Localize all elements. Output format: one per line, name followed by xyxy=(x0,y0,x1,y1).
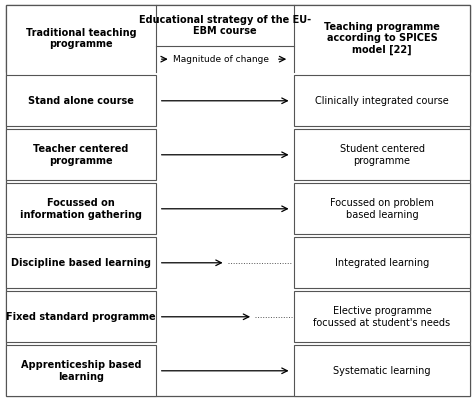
Bar xyxy=(294,292,470,342)
Text: Teaching programme
according to SPICES
model [22]: Teaching programme according to SPICES m… xyxy=(324,22,440,55)
Bar xyxy=(294,345,470,396)
Text: Teacher centered
programme: Teacher centered programme xyxy=(33,144,129,166)
Bar xyxy=(6,345,156,396)
Text: Focussed on
information gathering: Focussed on information gathering xyxy=(20,198,142,220)
Bar xyxy=(294,183,470,234)
Text: Magnitude of change: Magnitude of change xyxy=(173,55,269,64)
Text: Clinically integrated course: Clinically integrated course xyxy=(315,96,449,106)
Bar xyxy=(6,183,156,234)
Text: Student centered
programme: Student centered programme xyxy=(339,144,425,166)
Text: Stand alone course: Stand alone course xyxy=(28,96,134,106)
Text: Elective programme
focussed at student's needs: Elective programme focussed at student's… xyxy=(313,306,451,328)
Text: Apprenticeship based
learning: Apprenticeship based learning xyxy=(21,360,141,382)
Bar xyxy=(294,75,470,126)
Text: Discipline based learning: Discipline based learning xyxy=(11,258,151,268)
Text: Integrated learning: Integrated learning xyxy=(335,258,429,268)
Text: Fixed standard programme: Fixed standard programme xyxy=(6,312,156,322)
Bar xyxy=(6,5,470,72)
Bar xyxy=(6,130,156,180)
Text: Focussed on problem
based learning: Focussed on problem based learning xyxy=(330,198,434,220)
Bar xyxy=(6,237,156,288)
Text: Systematic learning: Systematic learning xyxy=(333,366,431,376)
Bar xyxy=(294,130,470,180)
Text: Educational strategy of the EU-
EBM course: Educational strategy of the EU- EBM cour… xyxy=(139,15,311,36)
Bar xyxy=(6,292,156,342)
Bar xyxy=(6,75,156,126)
Text: Traditional teaching
programme: Traditional teaching programme xyxy=(26,28,137,49)
Bar xyxy=(294,237,470,288)
